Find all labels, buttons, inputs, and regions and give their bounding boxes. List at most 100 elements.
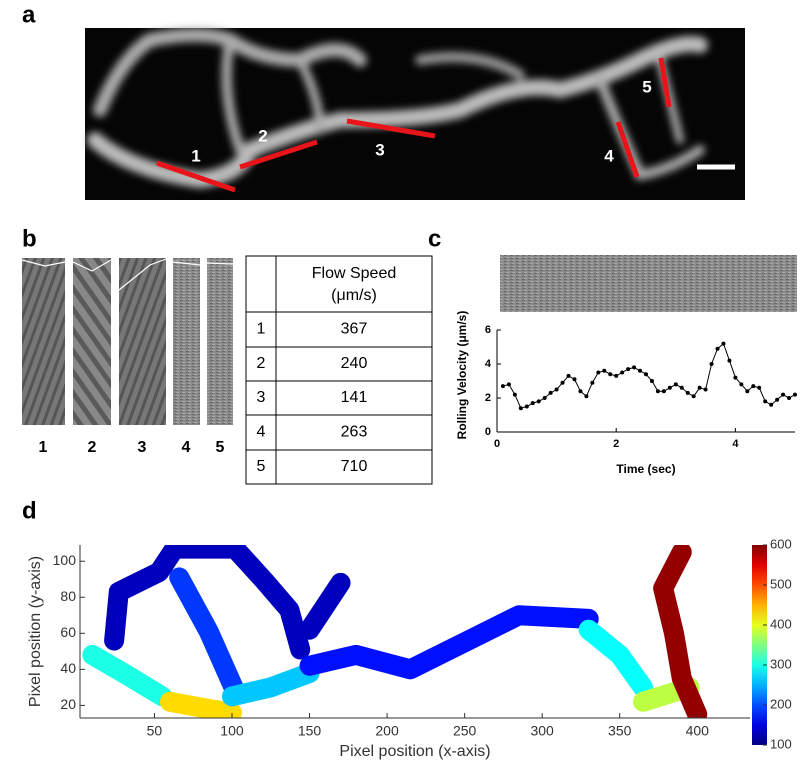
table-cell: 263 (341, 424, 368, 441)
data-point (679, 385, 684, 390)
speed-segment (82, 644, 173, 707)
kymograph (207, 258, 233, 425)
x-tick-label: 2 (613, 438, 619, 450)
data-point (536, 399, 541, 404)
data-point (769, 402, 774, 407)
panel-label: b (22, 225, 37, 252)
data-point (709, 362, 714, 366)
colorbar-tick-label: 600 (770, 536, 792, 551)
kymograph-label: 4 (182, 439, 191, 456)
speed-segment (104, 545, 311, 660)
table-cell: 3 (257, 389, 266, 406)
data-point (685, 390, 690, 395)
data-point (566, 373, 571, 378)
data-point (745, 389, 750, 394)
data-point (554, 387, 559, 392)
segment-label: 3 (375, 140, 384, 159)
data-point (733, 375, 738, 380)
panel-label: a (22, 1, 36, 28)
vessel-path (653, 545, 708, 718)
speed-segment (221, 662, 320, 707)
colorbar-tick-label: 500 (770, 576, 792, 591)
kymograph-label: 1 (39, 439, 48, 456)
table-header: Flow Speed (312, 265, 397, 282)
data-point (691, 394, 696, 399)
kymograph (119, 258, 166, 425)
data-point (506, 382, 511, 387)
vessel-path (159, 691, 242, 718)
vessel-path (169, 567, 246, 701)
vessel-path (221, 662, 320, 707)
data-point (763, 399, 768, 404)
data-point (793, 392, 797, 397)
kymograph-label: 2 (88, 439, 97, 456)
data-point (620, 370, 625, 375)
segment-label: 2 (258, 126, 267, 145)
table-cell: 2 (257, 355, 266, 372)
data-point (632, 365, 637, 370)
data-point (608, 372, 613, 377)
kymographs (21, 258, 234, 425)
kymograph (173, 258, 200, 425)
y-tick-label: 60 (60, 624, 76, 640)
y-tick-label: 40 (60, 660, 76, 676)
speed-segment (299, 605, 599, 680)
x-tick-label: 0 (494, 438, 500, 450)
kymograph (73, 258, 111, 425)
table-grid (245, 255, 433, 485)
y-tick-label: 100 (53, 552, 77, 568)
data-point (530, 401, 535, 406)
table-cell: 4 (257, 424, 266, 441)
data-line (502, 342, 796, 409)
data-point (542, 396, 547, 400)
data-point (667, 385, 672, 390)
x-tick-label: 400 (686, 723, 710, 739)
panel-label: d (22, 497, 37, 524)
x-axis-label: Time (sec) (616, 462, 675, 476)
kymograph-label: 5 (216, 439, 225, 456)
measure-line (615, 121, 640, 178)
segment-label: 1 (191, 146, 200, 165)
speed-segment (578, 619, 653, 698)
data-point (697, 385, 702, 390)
y-tick-label: 4 (485, 358, 492, 370)
speed-segment (299, 572, 351, 640)
data-point (500, 384, 505, 389)
data-point (644, 372, 648, 377)
vessel-path (299, 572, 351, 640)
x-tick-label: 300 (530, 723, 554, 739)
data-point (518, 406, 523, 411)
kymograph-label: 3 (138, 439, 147, 456)
measure-line (156, 160, 236, 193)
data-point (727, 358, 732, 363)
y-tick-label: 2 (485, 392, 491, 404)
y-tick-label: 20 (60, 696, 76, 712)
data-point (596, 370, 601, 375)
data-point (626, 367, 631, 372)
segment-label: 4 (604, 146, 614, 165)
measure-line (239, 139, 318, 170)
colorbar (752, 545, 767, 745)
data-point (560, 380, 565, 385)
y-tick-label: 6 (485, 324, 491, 336)
table-cell: 141 (341, 389, 368, 406)
vessel-path (578, 619, 653, 698)
data-point (775, 397, 780, 402)
data-point (757, 385, 762, 390)
data-point (578, 389, 583, 394)
y-tick-label: 0 (485, 426, 491, 438)
x-tick-label: 50 (147, 723, 163, 739)
data-point (614, 373, 619, 378)
table-cell: 710 (341, 458, 368, 475)
segments (82, 545, 708, 718)
table-header: (μm/s) (331, 287, 377, 304)
y-tick-label: 80 (60, 588, 76, 604)
data-point (661, 389, 666, 394)
x-tick-label: 350 (608, 723, 632, 739)
x-tick-label: 100 (220, 723, 244, 739)
segment-label: 5 (642, 77, 651, 96)
data-point (721, 341, 726, 346)
data-point (638, 368, 643, 373)
data-point (751, 384, 756, 389)
